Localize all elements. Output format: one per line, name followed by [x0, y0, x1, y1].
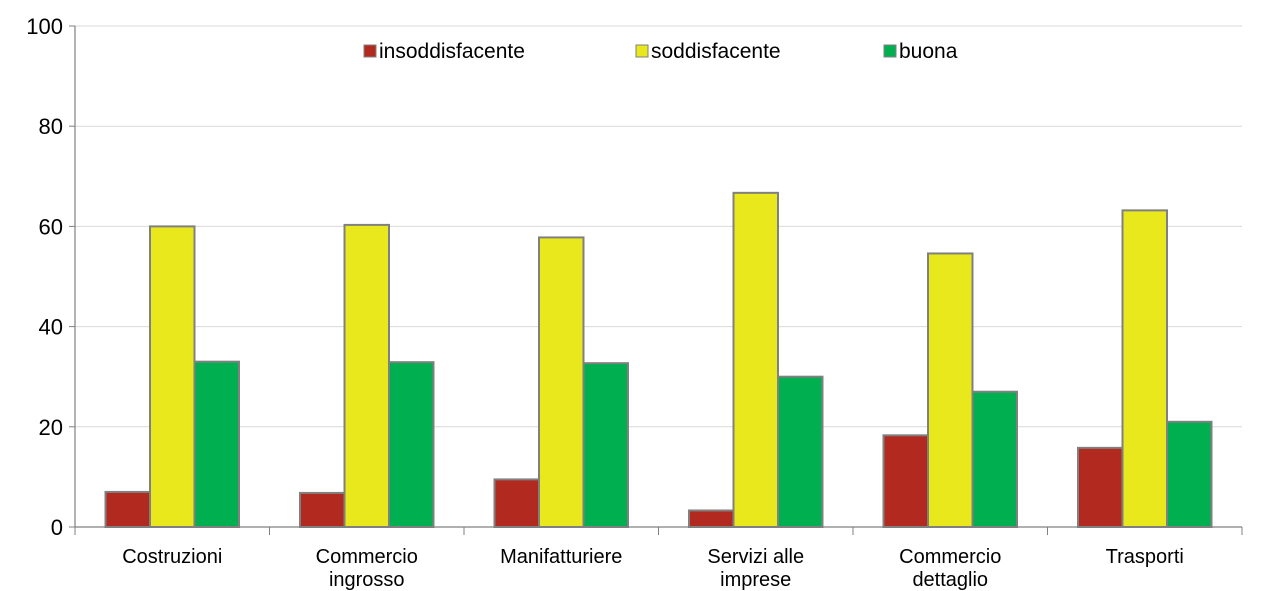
y-tick-label: 80 [39, 114, 63, 139]
category-label: Trasporti [1106, 546, 1184, 568]
bar-soddisfacente [538, 236, 585, 528]
bar-soddisfacente [1121, 209, 1168, 528]
legend-label-insoddisfacente: insoddisfacente [379, 40, 525, 63]
category-label: Servizi alle [707, 546, 804, 568]
legend-swatch-insoddisfacente [363, 44, 377, 58]
bar-soddisfacente [343, 223, 390, 528]
bar-insoddisfacente [493, 478, 540, 528]
category-label: Commercio [899, 546, 1001, 568]
bar-soddisfacente [732, 191, 779, 528]
category-label: Commercio [316, 546, 418, 568]
bar-insoddisfacente [299, 491, 346, 529]
category-label: imprese [720, 569, 791, 591]
bar-insoddisfacente [104, 490, 151, 528]
y-tick-label: 0 [51, 515, 63, 540]
bar-insoddisfacente [882, 434, 929, 528]
category-label: Manifatturiere [500, 546, 622, 568]
bar-insoddisfacente [688, 509, 735, 529]
category-label: dettaglio [912, 569, 988, 591]
y-axis-ticks: 0 20 40 60 80 100 [26, 14, 75, 540]
legend-label-soddisfacente: soddisfacente [651, 40, 781, 63]
gridlines [75, 25, 1242, 428]
y-tick-label: 100 [26, 14, 63, 39]
bar-soddisfacente [149, 225, 196, 528]
bar-buona [582, 362, 629, 528]
y-tick-label: 40 [39, 315, 63, 340]
bar-insoddisfacente [1077, 446, 1124, 529]
bar-buona [971, 390, 1018, 529]
legend: insoddisfacente soddisfacente buona [363, 40, 958, 63]
bar-buona [193, 360, 240, 529]
bar-buona [777, 375, 824, 529]
y-tick-label: 60 [39, 214, 63, 239]
category-label: ingrosso [329, 569, 405, 591]
bars [104, 191, 1213, 529]
y-tick-label: 20 [39, 415, 63, 440]
axes [74, 26, 1243, 535]
legend-swatch-soddisfacente [635, 44, 649, 58]
legend-label-buona: buona [899, 40, 958, 63]
bar-soddisfacente [927, 252, 974, 528]
category-label: Costruzioni [122, 546, 222, 568]
bar-buona [1166, 420, 1213, 529]
legend-swatch-buona [883, 44, 897, 58]
category-labels: Costruzioni CommercioingrossoManifatturie… [122, 546, 1184, 591]
bar-buona [388, 361, 435, 528]
